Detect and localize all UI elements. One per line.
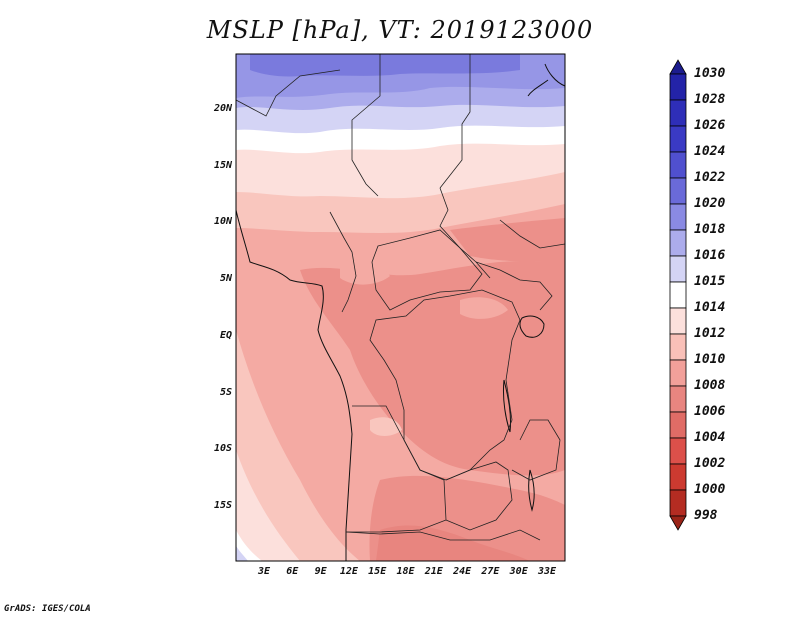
border-zambia [445, 461, 513, 531]
border-mali-niger [235, 69, 341, 117]
border-angola [346, 405, 447, 533]
colorbar-label: 1016 [694, 248, 726, 263]
border-algeria-libya [351, 54, 381, 197]
border-mozambique [511, 419, 561, 481]
colorbar-segment [669, 333, 687, 361]
colorbar-top-arrow [669, 59, 687, 75]
colorbar-label: 1000 [694, 482, 726, 497]
colorbar-label: 998 [694, 508, 718, 523]
colorbar-label: 1022 [694, 170, 726, 185]
x-tick-label: 3E [257, 566, 271, 577]
field-1006-south [376, 525, 530, 561]
y-tick-label: 10S [213, 443, 232, 455]
plot-frame [235, 53, 566, 562]
x-tick-label: 24E [453, 566, 472, 577]
colorbar-segment [669, 73, 687, 101]
x-tick-label: 12E [339, 566, 358, 577]
border-drc [369, 289, 521, 481]
border-nigeria-cameroon [329, 211, 357, 313]
y-tick-label: 15S [213, 499, 232, 511]
lake-victoria [519, 315, 545, 338]
field-1015 [236, 125, 565, 156]
colorbar [669, 59, 687, 531]
field-1010-patch-1 [340, 259, 390, 285]
border-chad-sudan [439, 187, 491, 279]
colorbar-segment [669, 307, 687, 335]
colorbar-segment [669, 229, 687, 257]
border-south [345, 529, 541, 541]
colorbar-label: 1018 [694, 222, 726, 237]
colorbar-label: 1015 [694, 274, 726, 289]
colorbar-label: 1020 [694, 196, 726, 211]
field-1022 [250, 54, 520, 77]
field-1015-atlantic [236, 530, 262, 561]
colorbar-label: 1028 [694, 92, 726, 107]
y-tick-label: EQ [219, 329, 232, 341]
colorbar-segment [669, 203, 687, 231]
x-tick-label: 18E [396, 566, 415, 577]
x-tick-label: 33E [537, 566, 557, 577]
colorbar-label: 1024 [694, 144, 726, 159]
border-car [371, 229, 483, 311]
colorbar-bottom-arrow [669, 515, 687, 531]
coastline-east [527, 63, 566, 97]
colorbar-label: 1008 [694, 378, 726, 393]
colorbar-segment [669, 437, 687, 465]
field-1016-corner [236, 546, 248, 561]
x-tick-label: 30E [509, 566, 528, 577]
chart-title: MSLP [hPa], VT: 2019123000 [206, 16, 594, 44]
x-tick-label: 15E [368, 566, 387, 577]
colorbar-segment [669, 125, 687, 153]
colorbar-segment [669, 359, 687, 387]
colorbar-segment [669, 255, 687, 283]
x-tick-label: 27E [481, 566, 500, 577]
y-tick-label: 5S [219, 386, 232, 398]
colorbar-segment [669, 489, 687, 517]
y-tick-label: 10N [213, 216, 232, 228]
colorbar-label: 1006 [694, 404, 726, 419]
coastline-west [235, 209, 353, 561]
field-1008-north [450, 218, 565, 262]
field-1012-north [236, 172, 565, 233]
lake-malawi [528, 469, 535, 512]
field-1014 [236, 143, 565, 201]
colorbar-segment [669, 281, 687, 309]
colorbar-segment [669, 463, 687, 491]
country-borders [235, 54, 566, 541]
x-tick-label: 21E [424, 566, 443, 577]
colorbar-label: 1012 [694, 326, 726, 341]
colorbar-segment [669, 385, 687, 413]
x-tick-label: 9E [314, 566, 327, 577]
colorbar-label: 1030 [694, 66, 726, 81]
field-1012-atlantic [236, 330, 360, 561]
colorbar-segment [669, 411, 687, 439]
colorbar-label: 1010 [694, 352, 726, 367]
colorbar-segment [669, 151, 687, 179]
border-sudan-ethiopia [499, 219, 566, 249]
colorbar-label: 1002 [694, 456, 726, 471]
border-south-sudan [475, 261, 553, 311]
grads-credit: GrADS: IGES/COLA [4, 604, 91, 614]
coastlines [235, 63, 566, 561]
colorbar-segment [669, 99, 687, 127]
colorbar-label: 1026 [694, 118, 726, 133]
lake-tanganyika [503, 379, 511, 433]
y-tick-label: 15N [213, 159, 232, 171]
field-1010-patch-2 [460, 297, 508, 319]
y-tick-label: 5N [219, 273, 232, 285]
y-tick-label: 20N [213, 103, 232, 114]
pressure-field [236, 54, 565, 561]
colorbar-label: 1014 [694, 300, 726, 315]
border-libya-egypt [439, 54, 471, 189]
field-1014-atlantic [236, 450, 300, 561]
colorbar-label: 1004 [694, 430, 726, 445]
x-tick-label: 6E [286, 566, 299, 577]
colorbar-segment [669, 177, 687, 205]
